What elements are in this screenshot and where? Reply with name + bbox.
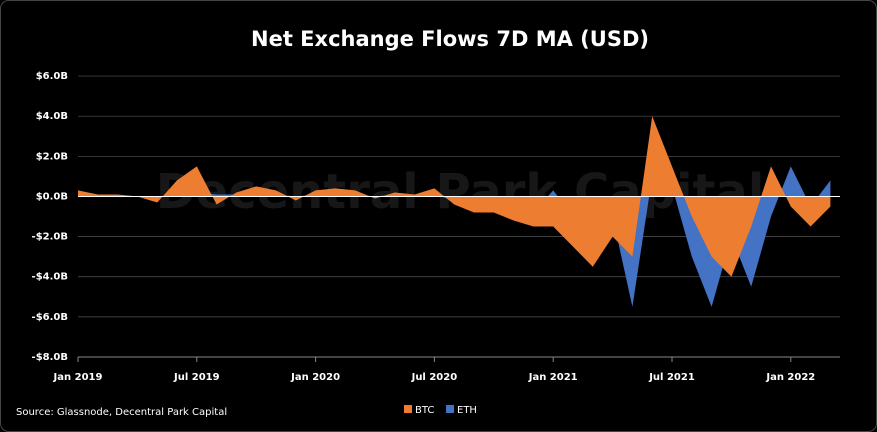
x-tick-label: Jul 2020 [411, 372, 458, 383]
x-tick-label: Jan 2021 [528, 372, 578, 383]
x-tick-label: Jan 2020 [290, 372, 340, 383]
y-tick-label: $0.0B [36, 191, 68, 202]
x-tick-label: Jan 2019 [53, 372, 103, 383]
y-tick-label: -$2.0B [32, 232, 68, 243]
x-tick-label: Jul 2021 [648, 372, 695, 383]
area [78, 166, 831, 307]
y-tick-label: $2.0B [36, 151, 68, 162]
y-tick-label: $6.0B [36, 71, 68, 82]
y-tick-label: -$4.0B [32, 272, 68, 283]
legend-label: ETH [457, 405, 477, 416]
y-tick-label: -$8.0B [32, 352, 68, 363]
source: Source: Glassnode, Decentral Park Capita… [16, 407, 227, 418]
y-tick-label: $4.0B [36, 111, 68, 122]
y-tick-label: -$6.0B [32, 312, 68, 323]
legend-swatch [404, 405, 412, 413]
legend-label: BTC [415, 405, 434, 416]
chart-title: Net Exchange Flows 7D MA (USD) [251, 27, 649, 51]
x-tick-label: Jul 2019 [173, 372, 220, 383]
x-tick-label: Jan 2022 [765, 372, 815, 383]
legend-swatch [446, 405, 454, 413]
